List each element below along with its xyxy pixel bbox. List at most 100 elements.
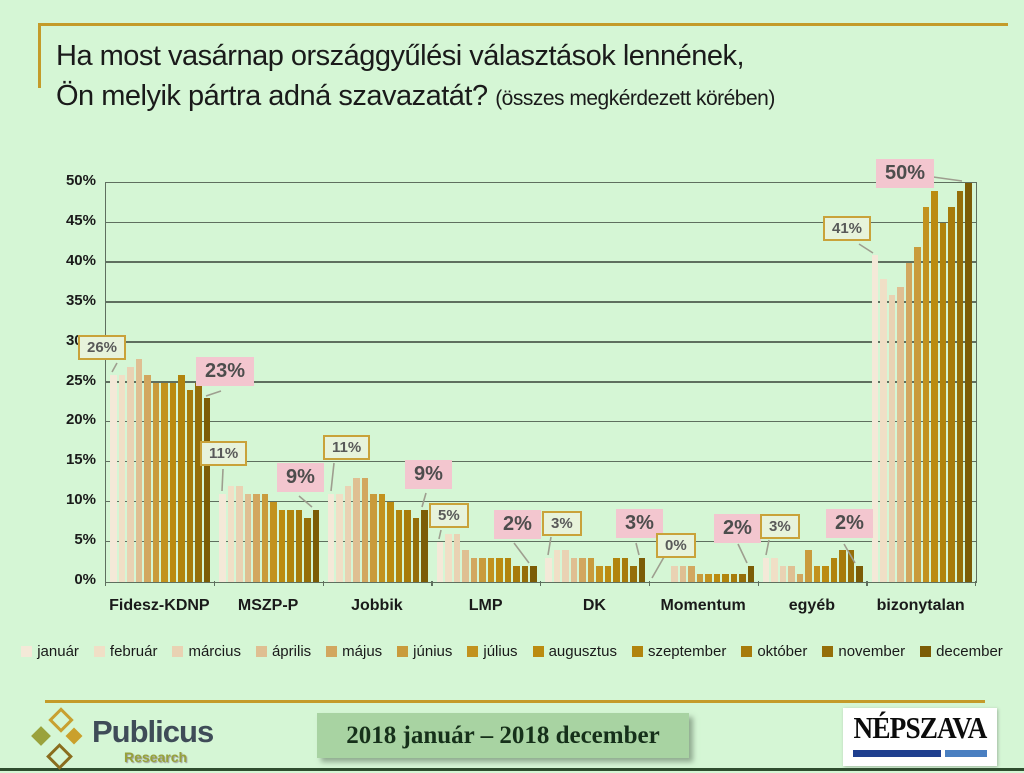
legend-label-december: december — [936, 643, 1003, 660]
legend-item-május: május — [326, 643, 382, 660]
callout-lmp-december: 2% — [494, 510, 541, 539]
gridline-45 — [106, 221, 976, 223]
bar-Momentum-július — [705, 574, 712, 582]
bar-Momentum-október — [730, 574, 738, 582]
legend-swatch-szeptember — [631, 646, 643, 657]
x-boundary-tick-2 — [322, 581, 324, 586]
y-tick-50%: 50% — [65, 172, 96, 189]
callout-dk-january: 3% — [542, 511, 582, 536]
y-tick-15%: 15% — [65, 451, 96, 469]
publicus-logo-diamond-right — [65, 727, 83, 745]
legend-item-szeptember: szeptember — [631, 643, 727, 660]
publicus-logo-diamond-bottom — [46, 743, 73, 770]
publicus-logo: Publicus Research — [28, 704, 288, 770]
bar-Jobbik-április — [353, 478, 360, 582]
legend-label-február: február — [109, 643, 158, 660]
page-title: Ha most vasárnap országgyűlési választás… — [56, 36, 775, 119]
callout-momentum-december: 2% — [714, 514, 761, 543]
bar-egyéb-január — [762, 558, 770, 582]
nepszava-tagline-bar-right — [945, 750, 987, 757]
bar-Jobbik-július — [378, 494, 386, 582]
bar-Momentum-március — [671, 566, 678, 582]
gridline-5 — [106, 540, 976, 543]
legend-swatch-június — [397, 646, 409, 657]
bar-Fidesz-KDNP-március — [127, 366, 134, 582]
bar-egyéb-október — [839, 550, 846, 582]
callout-egyeb-january: 3% — [760, 514, 800, 539]
bar-MSZP-P-július — [270, 502, 277, 582]
gridline-15 — [106, 460, 976, 463]
bar-bizonytalan-február — [880, 278, 887, 582]
callout-egyeb-december: 2% — [826, 509, 873, 538]
publicus-logo-name: Publicus — [92, 714, 214, 749]
x-boundary-tick-3 — [431, 581, 433, 586]
bar-Jobbik-november — [412, 518, 420, 582]
x-boundary-tick-8 — [975, 581, 977, 586]
callout-dk-december: 3% — [616, 509, 663, 538]
bar-bizonytalan-december — [965, 183, 972, 582]
bar-Jobbik-május — [361, 478, 369, 582]
bar-egyéb-augusztus — [822, 566, 829, 582]
publicus-logo-diamond-left — [31, 726, 51, 746]
legend-label-november: november — [838, 643, 906, 660]
legend-swatch-július — [467, 646, 479, 657]
bar-egyéb-június — [805, 550, 812, 582]
bottom-border — [0, 768, 1024, 771]
bar-DK-március — [562, 550, 569, 582]
legend-swatch-április — [255, 646, 267, 657]
y-tick-40%: 40% — [65, 251, 96, 269]
bar-Jobbik-október — [404, 510, 411, 582]
bar-Jobbik-június — [370, 494, 377, 582]
gridline-40 — [106, 261, 976, 263]
gridline-25 — [106, 381, 976, 383]
title-line-2: Ön melyik pártra adná szavazatát? (össze… — [56, 80, 775, 112]
bar-DK-december — [638, 558, 646, 582]
bar-group-bizonytalan — [867, 183, 976, 582]
bar-bizonytalan-április — [897, 286, 904, 582]
bar-MSZP-P-augusztus — [278, 510, 286, 582]
bar-DK-július — [596, 566, 603, 582]
legend-item-október: október — [741, 643, 807, 660]
bar-LMP-március — [453, 534, 461, 582]
bar-LMP-augusztus — [496, 558, 503, 582]
x-boundary-tick-0 — [105, 581, 107, 586]
callout-bizonytalan-january: 41% — [823, 216, 872, 241]
legend-label-január: január — [37, 643, 79, 660]
bar-bizonytalan-november — [956, 190, 964, 582]
plot-area — [105, 182, 977, 583]
bar-egyéb-április — [788, 566, 795, 582]
category-label-MSZP-P: MSZP-P — [237, 597, 299, 614]
footer-divider — [45, 700, 985, 703]
bar-Fidesz-KDNP-február — [118, 374, 126, 582]
legend-item-február: február — [93, 643, 158, 660]
bar-Fidesz-KDNP-október — [186, 390, 194, 582]
period-label-box: 2018 január – 2018 december — [317, 713, 689, 758]
bar-MSZP-P-március — [236, 486, 243, 582]
bar-LMP-szeptember — [504, 558, 512, 582]
bar-DK-szeptember — [613, 558, 620, 582]
y-tick-45%: 45% — [65, 211, 96, 229]
bar-egyéb-december — [856, 566, 863, 582]
gridline-35 — [106, 301, 976, 303]
y-tick-25%: 25% — [65, 371, 96, 389]
category-axis: Fidesz-KDNP MSZP-P Jobbik LMP DK Momentum egyé… — [105, 597, 975, 615]
publicus-logo-subtitle: Research — [124, 749, 188, 765]
bar-Momentum-december — [747, 566, 755, 582]
legend-item-november: november — [822, 643, 905, 660]
legend-item-április: április — [255, 643, 311, 660]
bar-Momentum-április — [679, 566, 687, 582]
bar-Jobbik-március — [344, 486, 352, 582]
legend-swatch-december — [920, 646, 932, 657]
bar-group-DK — [541, 183, 650, 582]
bar-Momentum-szeptember — [722, 574, 729, 582]
period-label: 2018 január – 2018 december — [346, 721, 660, 749]
title-accent-bracket — [38, 23, 1008, 88]
bar-MSZP-P-február — [227, 486, 235, 582]
legend-label-szeptember: szeptember — [647, 643, 727, 660]
bar-egyéb-február — [771, 558, 778, 582]
bar-bizonytalan-augusztus — [931, 190, 938, 582]
y-tick-0%: 0% — [74, 571, 96, 588]
legend-label-augusztus: augusztus — [548, 643, 617, 660]
legend-label-május: május — [342, 643, 383, 660]
bar-bizonytalan-szeptember — [939, 222, 947, 582]
